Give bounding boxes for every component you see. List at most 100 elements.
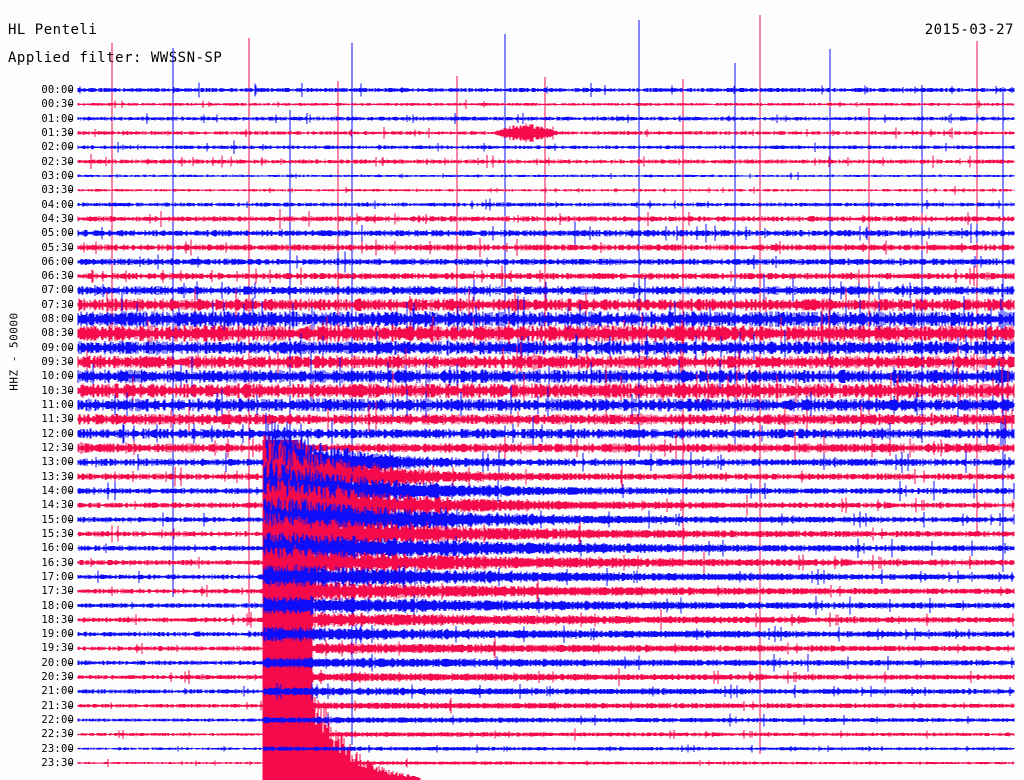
trace-segment xyxy=(77,342,1015,383)
time-label: 12:00 xyxy=(41,427,74,440)
time-tick xyxy=(68,219,73,220)
trace-segment xyxy=(77,221,1015,245)
time-label: 15:30 xyxy=(41,527,74,540)
trace-segment xyxy=(77,265,1015,287)
trace-segment xyxy=(77,140,1015,154)
time-tick xyxy=(68,104,73,105)
trace-segment xyxy=(77,564,1015,590)
time-tick xyxy=(68,290,73,291)
trace-segment xyxy=(77,698,1015,714)
time-tick xyxy=(68,677,73,678)
time-label: 23:30 xyxy=(41,757,74,770)
time-label: 02:00 xyxy=(41,141,74,154)
time-label: 14:30 xyxy=(41,499,74,512)
trace-segment xyxy=(77,186,1015,195)
time-label: 09:00 xyxy=(41,341,74,354)
time-label: 21:30 xyxy=(41,699,74,712)
time-label: 22:30 xyxy=(41,728,74,741)
time-label: 08:00 xyxy=(41,313,74,326)
time-tick xyxy=(68,720,73,721)
time-label: 18:00 xyxy=(41,599,74,612)
trace-segment xyxy=(77,198,1015,211)
time-tick xyxy=(68,133,73,134)
time-tick xyxy=(68,505,73,506)
time-tick xyxy=(68,419,73,420)
trace-segment xyxy=(77,325,1015,371)
trace-segment xyxy=(77,668,1015,687)
time-label: 10:30 xyxy=(41,384,74,397)
time-label: 01:30 xyxy=(41,126,74,139)
trace-segment xyxy=(77,532,1015,565)
time-label: 02:30 xyxy=(41,155,74,168)
time-label: 19:30 xyxy=(41,642,74,655)
station-name: HL Penteli xyxy=(8,22,98,38)
trace-segment xyxy=(77,251,1015,273)
time-label: 11:30 xyxy=(41,413,74,426)
time-label: 23:00 xyxy=(41,742,74,755)
time-tick xyxy=(68,119,73,120)
time-tick xyxy=(68,376,73,377)
time-tick xyxy=(68,734,73,735)
time-label: 00:00 xyxy=(41,84,74,96)
time-label: 16:30 xyxy=(41,556,74,569)
time-tick xyxy=(68,248,73,249)
time-tick xyxy=(68,434,73,435)
time-tick xyxy=(68,577,73,578)
time-tick xyxy=(68,763,73,764)
trace-segment xyxy=(77,291,1015,347)
trace-segment xyxy=(77,460,1015,522)
time-tick xyxy=(68,262,73,263)
trace-segment xyxy=(77,352,1015,401)
trace-segment xyxy=(77,154,1015,170)
time-tick xyxy=(68,362,73,363)
applied-filter-label: Applied filter: WWSSN-SP xyxy=(8,50,223,66)
time-tick xyxy=(68,691,73,692)
time-tick xyxy=(68,706,73,707)
time-label: 12:30 xyxy=(41,442,74,454)
record-date: 2015-03-27 xyxy=(924,22,1014,38)
trace-segment xyxy=(77,113,1015,125)
time-tick xyxy=(68,462,73,463)
time-label: 03:30 xyxy=(41,184,74,197)
trace-segment xyxy=(77,683,1015,700)
time-tick xyxy=(68,520,73,521)
trace-segment xyxy=(77,363,1015,418)
time-label: 14:00 xyxy=(41,484,74,497)
trace-segment xyxy=(77,289,1015,321)
time-tick xyxy=(68,491,73,492)
time-tick xyxy=(68,563,73,564)
trace-segment xyxy=(77,638,1015,659)
time-label: 05:30 xyxy=(41,241,74,254)
trace-segment xyxy=(77,758,1015,768)
time-tick xyxy=(68,305,73,306)
time-tick xyxy=(68,190,73,191)
time-label: 11:00 xyxy=(41,399,74,412)
time-label: 13:00 xyxy=(41,456,74,469)
time-tick xyxy=(68,90,73,91)
trace-segment xyxy=(77,171,1015,180)
trace-segment xyxy=(77,306,1015,361)
time-label: 20:30 xyxy=(41,671,74,684)
time-tick xyxy=(68,477,73,478)
time-tick xyxy=(68,634,73,635)
time-tick xyxy=(68,620,73,621)
trace-segment xyxy=(77,413,1015,512)
time-label: 17:00 xyxy=(41,570,74,583)
time-tick xyxy=(68,663,73,664)
time-tick xyxy=(68,176,73,177)
time-label: 15:00 xyxy=(41,513,74,526)
trace-segment xyxy=(77,274,1015,307)
trace-segment xyxy=(77,401,1015,438)
trace-segment xyxy=(77,385,1015,425)
trace-segment xyxy=(77,417,1015,451)
trace-segment xyxy=(77,609,1015,630)
time-tick xyxy=(68,147,73,148)
time-tick xyxy=(68,333,73,334)
trace-segment xyxy=(77,595,1015,616)
time-label: 21:00 xyxy=(41,685,74,698)
time-tick xyxy=(68,319,73,320)
time-tick xyxy=(68,534,73,535)
trace-segment xyxy=(77,123,1015,143)
